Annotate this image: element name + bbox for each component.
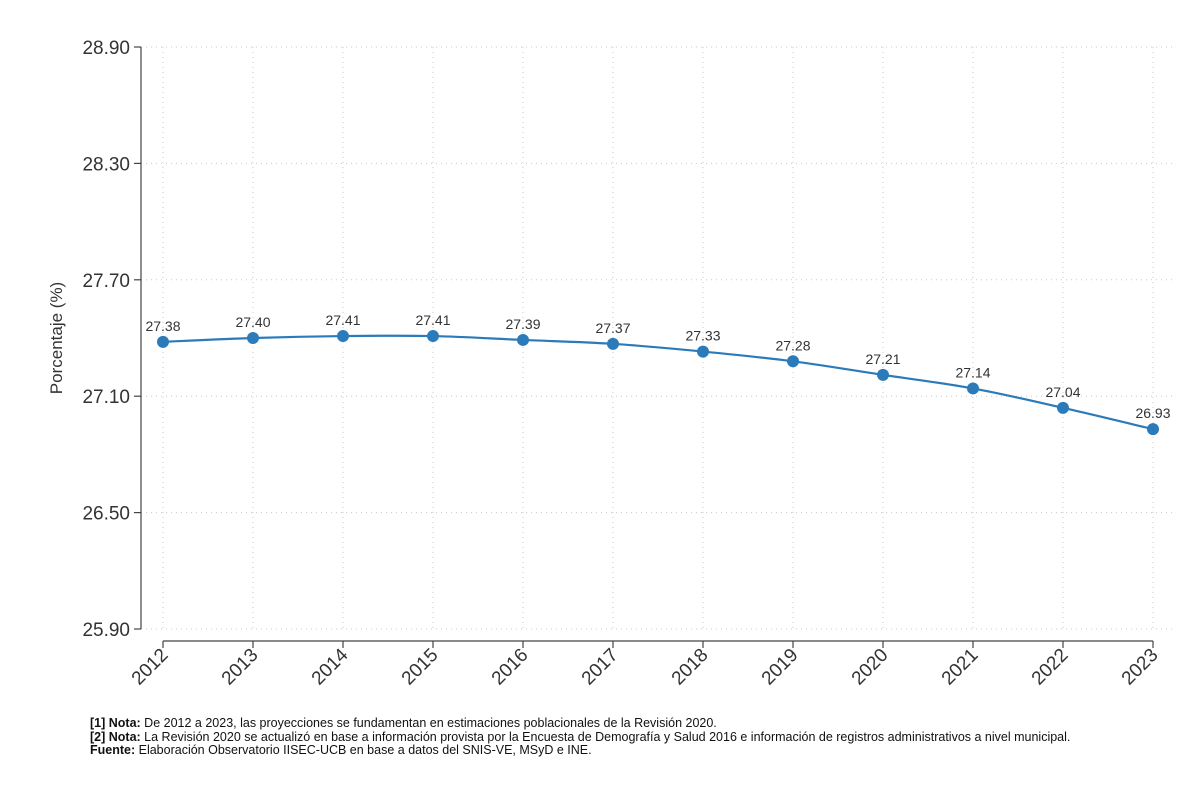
- data-label: 27.37: [595, 320, 630, 336]
- data-point: [607, 337, 619, 350]
- axes: [140, 47, 1153, 642]
- y-tick-label: 25.90: [82, 620, 130, 641]
- data-point: [1147, 423, 1159, 436]
- data-point: [787, 355, 799, 368]
- data-label: 27.41: [325, 312, 360, 328]
- data-point: [697, 345, 709, 358]
- data-label: 27.04: [1045, 384, 1080, 400]
- data-point: [877, 368, 889, 381]
- data-point: [337, 330, 349, 343]
- data-label: 26.93: [1135, 405, 1170, 421]
- x-tick-label: 2018: [668, 645, 713, 690]
- y-tick-label: 28.90: [82, 38, 130, 59]
- data-label: 27.33: [685, 328, 720, 344]
- source-prefix: Fuente:: [90, 743, 136, 757]
- x-axis-ticks: 2012 2013 2014 2015 2016 2017 2018 2019 2020 2021…: [128, 641, 1163, 689]
- y-tick-label: 26.50: [82, 504, 130, 525]
- x-tick-label: 2013: [218, 645, 263, 690]
- x-tick-label: 2016: [488, 645, 533, 690]
- note-1: [1] Nota: De 2012 a 2023, las proyeccion…: [90, 716, 1070, 731]
- data-point: [157, 335, 169, 348]
- data-label: 27.28: [775, 337, 810, 353]
- note-2-prefix: [2] Nota:: [90, 729, 141, 744]
- data-label: 27.21: [865, 351, 900, 367]
- note-1-text: De 2012 a 2023, las proyecciones se fund…: [140, 716, 717, 730]
- footnotes: [1] Nota: De 2012 a 2023, las proyeccion…: [90, 716, 1071, 758]
- series-line: [162, 334, 1154, 431]
- y-axis-title: Porcentaje (%): [47, 282, 66, 394]
- y-tick-label: 27.10: [82, 387, 130, 408]
- note-2: [2] Nota: La Revisión 2020 se actualizó …: [90, 729, 1071, 745]
- series-layer: 27.38 27.40 27.41 27.41 27.39 27.37 27.33 27.28…: [145, 312, 1171, 436]
- source-note: Fuente: Elaboración Observatorio IISEC-U…: [90, 743, 1070, 758]
- x-tick-label: 2014: [308, 644, 353, 689]
- data-point: [247, 332, 259, 344]
- y-tick-label: 27.70: [82, 271, 130, 292]
- x-tick-label: 2019: [758, 645, 803, 690]
- x-tick-label: 2020: [848, 645, 893, 690]
- data-point: [427, 330, 439, 343]
- y-tick-label: 28.30: [82, 154, 130, 175]
- x-tick-label: 2017: [578, 645, 623, 690]
- data-label: 27.38: [145, 318, 180, 334]
- data-label: 27.40: [235, 314, 270, 330]
- y-axis-ticks: 25.90 26.50 27.10 27.70 28.30 28.90: [82, 38, 141, 641]
- x-tick-label: 2023: [1118, 645, 1163, 690]
- note-2-text: La Revisión 2020 se actualizó en base a …: [140, 729, 1071, 744]
- data-point: [967, 382, 979, 395]
- data-label: 27.41: [415, 312, 450, 328]
- note-1-prefix: [1] Nota:: [90, 716, 141, 730]
- x-tick-label: 2021: [938, 645, 983, 690]
- grid-lines: [141, 46, 1174, 630]
- x-tick-label: 2012: [128, 645, 173, 690]
- x-tick-label: 2022: [1028, 645, 1073, 690]
- data-point: [1057, 401, 1069, 414]
- source-text: Elaboración Observatorio IISEC-UCB en ba…: [135, 743, 592, 757]
- x-tick-label: 2015: [398, 645, 443, 690]
- data-label: 27.14: [955, 364, 990, 380]
- data-point: [517, 333, 529, 346]
- data-label: 27.39: [505, 316, 540, 332]
